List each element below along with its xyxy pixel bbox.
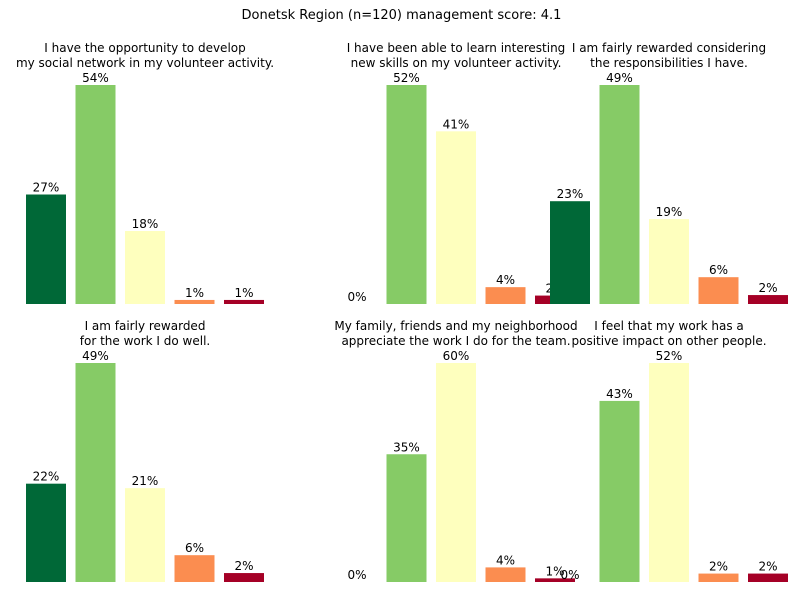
chart-panel-5: My family, friends and my neighborhoodap… bbox=[334, 319, 578, 582]
bar bbox=[174, 555, 215, 582]
chart-title-line: I am fairly rewarded bbox=[85, 319, 206, 333]
bar-value-label: 52% bbox=[393, 71, 420, 85]
bar bbox=[26, 194, 66, 304]
bar-value-label: 2% bbox=[758, 281, 777, 295]
bar bbox=[224, 573, 264, 582]
chart-title-line: My family, friends and my neighborhood bbox=[334, 319, 577, 333]
bar bbox=[75, 363, 116, 582]
bar bbox=[485, 567, 526, 582]
chart-title-line: I have been able to learn interesting bbox=[347, 41, 566, 55]
bar-value-label: 2% bbox=[234, 559, 253, 573]
bar-value-label: 6% bbox=[709, 263, 728, 277]
bar bbox=[174, 299, 215, 304]
bar-value-label: 23% bbox=[557, 187, 584, 201]
bar-value-label: 2% bbox=[758, 560, 777, 574]
chart-panel-2: I have been able to learn interestingnew… bbox=[347, 41, 575, 304]
bar-value-label: 0% bbox=[560, 568, 579, 582]
bar bbox=[748, 573, 788, 582]
bar bbox=[125, 488, 165, 582]
bar-value-label: 1% bbox=[234, 286, 253, 300]
chart-title-line: the responsibilities I have. bbox=[590, 56, 748, 70]
bar bbox=[485, 287, 526, 304]
bar bbox=[386, 454, 427, 582]
chart-title-line: I have the opportunity to develop bbox=[44, 41, 245, 55]
bar-value-label: 19% bbox=[656, 205, 683, 219]
bar-value-label: 2% bbox=[709, 560, 728, 574]
bar bbox=[599, 400, 640, 582]
chart-title-line: my social network in my volunteer activi… bbox=[16, 56, 274, 70]
bar bbox=[436, 131, 476, 304]
bar-value-label: 18% bbox=[132, 217, 159, 231]
bar-value-label: 1% bbox=[545, 564, 564, 578]
figure-title: Donetsk Region (n=120) management score:… bbox=[241, 8, 562, 23]
chart-title-line: new skills on my volunteer activity. bbox=[351, 56, 562, 70]
bar-value-label: 4% bbox=[496, 273, 515, 287]
bar-value-label: 22% bbox=[33, 470, 60, 484]
bar-value-label: 0% bbox=[347, 290, 366, 304]
bar-value-label: 41% bbox=[443, 117, 470, 131]
bar bbox=[386, 85, 427, 304]
bar bbox=[550, 201, 590, 304]
bar-value-label: 49% bbox=[82, 349, 109, 363]
bar bbox=[748, 295, 788, 304]
bar-value-label: 0% bbox=[347, 568, 366, 582]
bar-value-label: 35% bbox=[393, 440, 420, 454]
bar-value-label: 54% bbox=[82, 71, 109, 85]
bar-value-label: 60% bbox=[443, 349, 470, 363]
chart-title-line: appreciate the work I do for the team. bbox=[341, 334, 570, 348]
chart-title-line: positive impact on other people. bbox=[571, 334, 766, 348]
bar-value-label: 52% bbox=[656, 349, 683, 363]
bar-value-label: 6% bbox=[185, 541, 204, 555]
bar-value-label: 43% bbox=[606, 387, 633, 401]
bar bbox=[224, 299, 264, 304]
chart-title-line: for the work I do well. bbox=[80, 334, 210, 348]
bar bbox=[649, 363, 689, 582]
bar bbox=[698, 277, 739, 304]
bar bbox=[698, 573, 739, 582]
bar bbox=[649, 219, 689, 304]
bar bbox=[436, 363, 476, 582]
bar-value-label: 27% bbox=[33, 181, 60, 195]
bar bbox=[75, 85, 116, 304]
bar-value-label: 4% bbox=[496, 553, 515, 567]
bar-value-label: 49% bbox=[606, 71, 633, 85]
bar-value-label: 1% bbox=[185, 286, 204, 300]
bar bbox=[599, 85, 640, 304]
bar bbox=[125, 231, 165, 304]
chart-title-line: I feel that my work has a bbox=[594, 319, 744, 333]
bar bbox=[535, 578, 575, 582]
bar-value-label: 21% bbox=[132, 474, 159, 488]
chart-title-line: I am fairly rewarded considering bbox=[572, 41, 766, 55]
bar bbox=[26, 483, 66, 582]
